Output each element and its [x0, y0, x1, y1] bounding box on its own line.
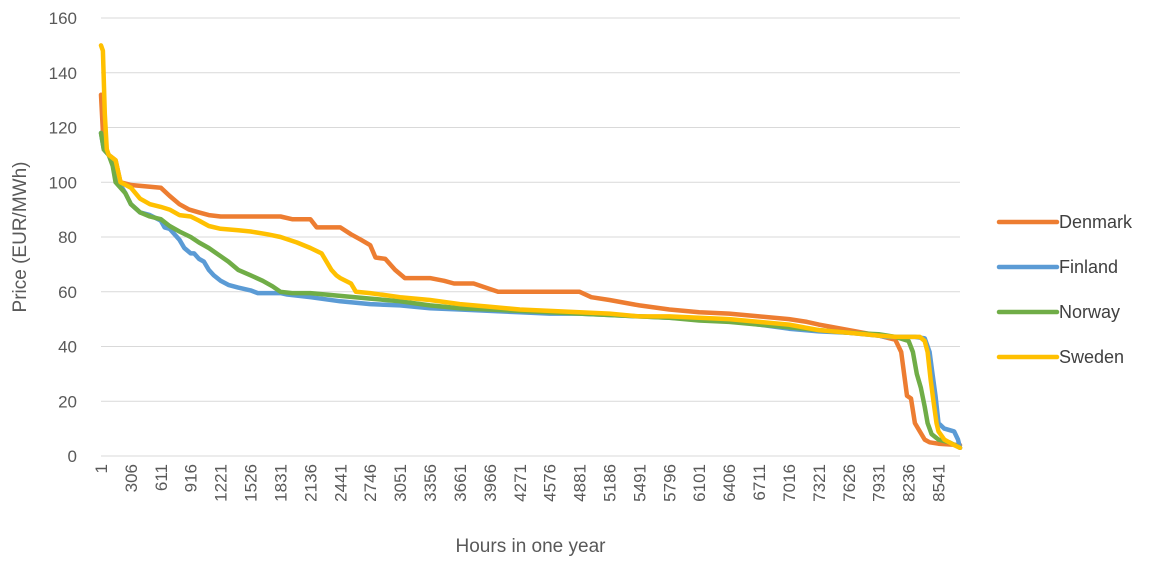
x-tick-label: 7016 — [780, 464, 799, 502]
x-tick-label: 7321 — [810, 464, 829, 502]
y-tick-label: 0 — [68, 447, 77, 466]
series-lines — [98, 43, 963, 451]
x-tick-label: 611 — [152, 464, 171, 491]
x-tick-label: 5796 — [660, 464, 679, 502]
legend-label: Denmark — [1059, 212, 1133, 232]
y-axis-title: Price (EUR/MWh) — [10, 162, 31, 313]
series-line-norway — [98, 130, 963, 451]
legend-label: Norway — [1059, 302, 1120, 322]
y-axis-ticks: 0 20 40 60 80 100 120 140 160 — [49, 9, 77, 466]
x-tick-label: 8541 — [930, 464, 949, 502]
x-tick-label: 3661 — [451, 464, 470, 502]
legend-label: Finland — [1059, 257, 1118, 277]
series-line-denmark — [98, 92, 963, 448]
x-tick-label: 6406 — [720, 464, 739, 502]
x-tick-label: 5186 — [600, 464, 619, 502]
x-tick-label: 6711 — [750, 464, 769, 501]
x-tick-label: 2441 — [331, 464, 350, 502]
x-tick-label: 1 — [92, 464, 111, 473]
x-tick-label: 4271 — [511, 464, 530, 502]
y-tick-label: 160 — [49, 9, 77, 28]
x-tick-label: 1831 — [271, 464, 290, 502]
series-line-sweden — [98, 43, 963, 451]
y-tick-label: 20 — [58, 392, 77, 411]
x-tick-label: 5491 — [630, 464, 649, 502]
x-tick-label: 1221 — [212, 464, 231, 502]
y-tick-label: 80 — [58, 228, 77, 247]
x-tick-label: 3051 — [391, 464, 410, 502]
y-tick-label: 60 — [58, 283, 77, 302]
legend-label: Sweden — [1059, 347, 1124, 367]
y-tick-label: 140 — [49, 64, 77, 83]
gridlines — [101, 17, 960, 457]
x-tick-label: 8236 — [900, 464, 919, 502]
x-tick-label: 3966 — [481, 464, 500, 502]
legend: Denmark Finland Norway Sweden — [996, 212, 1133, 367]
x-tick-label: 4881 — [571, 464, 590, 502]
y-tick-label: 120 — [49, 119, 77, 138]
x-tick-label: 3356 — [421, 464, 440, 502]
x-tick-label: 1526 — [242, 464, 261, 502]
y-tick-label: 100 — [49, 173, 77, 192]
y-tick-label: 40 — [58, 338, 77, 357]
x-tick-label: 2136 — [301, 464, 320, 502]
x-axis-ticks: 1 306 611 916 1221 1526 1831 2136 2441 2746 3051 33… — [92, 464, 949, 502]
x-tick-label: 7931 — [870, 464, 889, 502]
x-tick-label: 916 — [182, 464, 201, 492]
x-axis-title: Hours in one year — [456, 536, 607, 557]
x-tick-label: 4576 — [541, 464, 560, 502]
x-tick-label: 6101 — [690, 464, 709, 502]
x-tick-label: 7626 — [840, 464, 859, 502]
x-tick-label: 306 — [122, 464, 141, 492]
x-tick-label: 2746 — [361, 464, 380, 502]
